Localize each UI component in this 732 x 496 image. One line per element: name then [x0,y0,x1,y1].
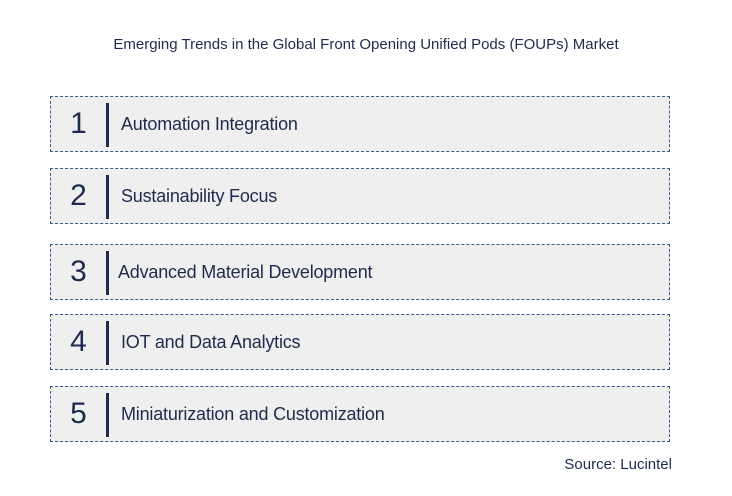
divider-bar [106,103,109,147]
trend-label: Advanced Material Development [118,261,373,282]
divider-bar [106,175,109,219]
trend-item-2: 2 Sustainability Focus [50,168,670,224]
trend-number: 5 [70,397,87,430]
trend-label: IOT and Data Analytics [121,331,301,352]
trend-item-4: 4 IOT and Data Analytics [50,314,670,370]
divider-bar [106,393,109,437]
trend-label: Miniaturization and Customization [121,403,385,424]
trend-label: Automation Integration [121,113,298,134]
trend-number: 2 [70,179,87,212]
trend-label: Sustainability Focus [121,185,278,206]
divider-bar [106,251,109,295]
page-title: Emerging Trends in the Global Front Open… [113,36,619,53]
trend-number: 4 [70,325,87,358]
divider-bar [106,321,109,365]
source-note: Source: Lucintel [564,456,672,473]
trend-item-3: 3 Advanced Material Development [50,244,670,300]
trend-item-5: 5 Miniaturization and Customization [50,386,670,442]
trend-item-1: 1 Automation Integration [50,96,670,152]
trend-number: 1 [70,107,87,140]
trend-number: 3 [70,255,87,288]
